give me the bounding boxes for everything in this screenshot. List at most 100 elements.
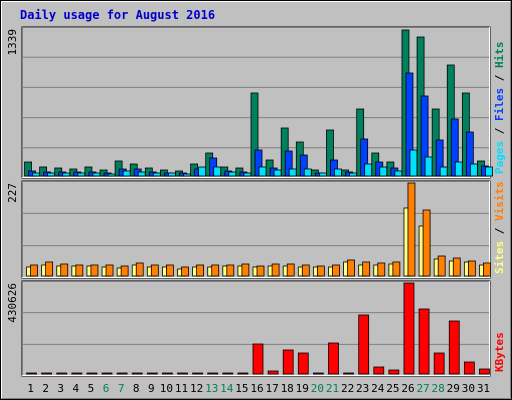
y-max-label: 227 bbox=[6, 183, 19, 203]
x-tick-10: 10 bbox=[160, 382, 173, 395]
bar-visits-23 bbox=[362, 261, 371, 277]
legend-hits-files-pages: Pages / Files / Hits bbox=[493, 42, 506, 175]
x-tick-1: 1 bbox=[27, 382, 34, 395]
bar-hits-2 bbox=[39, 166, 48, 177]
x-tick-16: 16 bbox=[250, 382, 263, 395]
bar-kbytes-23 bbox=[358, 314, 370, 375]
x-tick-11: 11 bbox=[175, 382, 188, 395]
bar-kbytes-29 bbox=[448, 320, 460, 375]
bar-pages-9 bbox=[152, 172, 161, 177]
bar-visits-6 bbox=[105, 264, 114, 277]
bar-pages-12 bbox=[198, 166, 207, 177]
bar-visits-21 bbox=[332, 264, 340, 277]
bar-visits-7 bbox=[120, 265, 129, 277]
bar-pages-1 bbox=[32, 172, 40, 177]
bar-visits-12 bbox=[196, 264, 205, 277]
x-tick-24: 24 bbox=[371, 382, 385, 395]
x-tick-7: 7 bbox=[118, 382, 125, 395]
x-tick-19: 19 bbox=[296, 382, 309, 395]
bar-hits-1 bbox=[24, 161, 32, 177]
bar-hits-5 bbox=[84, 166, 93, 177]
x-tick-2: 2 bbox=[42, 382, 49, 395]
bar-visits-17 bbox=[271, 263, 280, 277]
bar-hits-16 bbox=[250, 92, 259, 177]
x-tick-9: 9 bbox=[148, 382, 155, 395]
bar-pages-7 bbox=[122, 170, 131, 177]
bar-kbytes-3 bbox=[56, 372, 68, 375]
bar-pages-2 bbox=[47, 172, 56, 177]
x-tick-13: 13 bbox=[205, 382, 218, 395]
bar-pages-30 bbox=[469, 163, 478, 177]
bar-kbytes-8 bbox=[131, 372, 143, 375]
x-tick-4: 4 bbox=[73, 382, 80, 395]
bar-kbytes-1 bbox=[26, 372, 37, 375]
bar-pages-4 bbox=[77, 172, 86, 177]
bar-visits-9 bbox=[150, 264, 159, 277]
bar-pages-26 bbox=[409, 149, 418, 177]
bar-files-30 bbox=[465, 131, 474, 177]
bar-visits-5 bbox=[90, 264, 99, 277]
bar-pages-6 bbox=[107, 173, 116, 177]
bar-pages-25 bbox=[394, 170, 403, 177]
bar-visits-4 bbox=[75, 264, 84, 277]
bar-visits-30 bbox=[467, 260, 476, 277]
bar-kbytes-21 bbox=[328, 342, 339, 375]
bar-pages-10 bbox=[168, 172, 176, 177]
x-tick-3: 3 bbox=[57, 382, 64, 395]
bar-visits-3 bbox=[60, 263, 69, 277]
bar-files-21 bbox=[330, 159, 338, 177]
bar-pages-21 bbox=[334, 168, 342, 177]
legend-visits-sites: Sites / Visits bbox=[493, 181, 506, 274]
bar-files-26 bbox=[405, 72, 414, 177]
bar-pages-15 bbox=[243, 172, 252, 177]
bar-kbytes-26 bbox=[403, 282, 415, 375]
bar-kbytes-18 bbox=[282, 349, 294, 375]
bar-files-16 bbox=[254, 149, 263, 177]
bar-hits-21 bbox=[326, 129, 334, 177]
x-tick-17: 17 bbox=[265, 382, 278, 395]
bar-kbytes-10 bbox=[162, 372, 173, 375]
bar-files-19 bbox=[299, 154, 308, 177]
bar-pages-16 bbox=[258, 166, 267, 177]
bar-kbytes-17 bbox=[267, 370, 279, 375]
bar-kbytes-30 bbox=[463, 361, 475, 375]
bar-visits-13 bbox=[211, 264, 220, 277]
bar-visits-31 bbox=[483, 262, 491, 277]
bar-pages-29 bbox=[454, 161, 463, 177]
x-tick-12: 12 bbox=[190, 382, 203, 395]
bar-kbytes-28 bbox=[433, 352, 445, 375]
bar-visits-16 bbox=[256, 265, 265, 277]
x-tick-28: 28 bbox=[432, 382, 445, 395]
bar-visits-29 bbox=[452, 257, 461, 277]
bar-visits-22 bbox=[347, 259, 355, 277]
x-tick-30: 30 bbox=[462, 382, 475, 395]
bar-kbytes-9 bbox=[146, 372, 158, 375]
legend-hits: Hits bbox=[493, 42, 506, 69]
bar-kbytes-15 bbox=[237, 372, 249, 375]
bar-kbytes-5 bbox=[86, 372, 98, 375]
bar-files-28 bbox=[435, 139, 444, 177]
bar-pages-17 bbox=[273, 169, 282, 177]
bar-kbytes-4 bbox=[71, 372, 83, 375]
legend-files: Files bbox=[493, 88, 506, 121]
panels: 13 3 9 Pages / Files / Hits 227 Sites / Visit… bbox=[6, 26, 506, 395]
bar-pages-3 bbox=[62, 172, 71, 177]
bar-kbytes-12 bbox=[192, 372, 204, 375]
bar-pages-5 bbox=[92, 172, 101, 177]
legend-separator: / bbox=[493, 121, 506, 141]
bar-visits-14 bbox=[226, 264, 235, 277]
legend-kbytes: KBytes bbox=[493, 332, 506, 372]
bar-pages-31 bbox=[485, 166, 493, 177]
x-tick-21: 21 bbox=[326, 382, 339, 395]
bar-kbytes-14 bbox=[222, 372, 234, 375]
bar-pages-8 bbox=[137, 171, 146, 177]
bar-kbytes-11 bbox=[177, 372, 188, 375]
x-tick-20: 20 bbox=[311, 382, 324, 395]
x-tick-14: 14 bbox=[220, 382, 234, 395]
bar-pages-20 bbox=[318, 172, 327, 177]
bar-visits-11 bbox=[181, 266, 189, 277]
bar-kbytes-22 bbox=[343, 372, 354, 375]
bar-visits-28 bbox=[437, 255, 446, 277]
bar-kbytes-24 bbox=[373, 366, 385, 375]
